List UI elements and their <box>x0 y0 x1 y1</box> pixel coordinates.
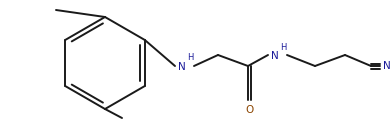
Text: N: N <box>383 61 391 71</box>
Text: H: H <box>280 43 286 51</box>
Text: N: N <box>271 51 279 61</box>
Text: N: N <box>178 62 186 72</box>
Text: O: O <box>246 105 254 115</box>
Text: H: H <box>187 53 193 62</box>
